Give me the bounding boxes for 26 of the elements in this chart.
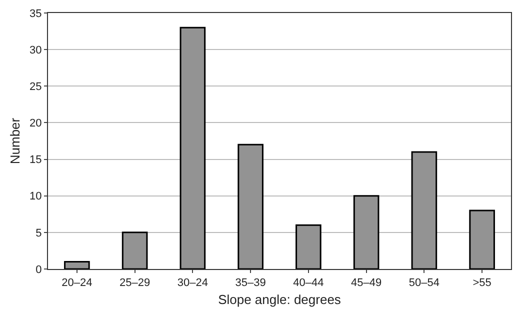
y-tick-label: 30 — [30, 44, 42, 56]
y-tick-label: 5 — [36, 227, 42, 240]
x-tick-label: >55 — [472, 277, 492, 290]
y-tick-label: 20 — [30, 118, 42, 130]
bar — [180, 26, 206, 269]
y-tick-label: 0 — [36, 264, 42, 276]
x-tick-label: 50–54 — [408, 277, 440, 290]
x-axis-title: Slope angle: degrees — [218, 292, 342, 307]
bar — [238, 144, 264, 269]
x-tick-label: 40–44 — [293, 277, 324, 290]
y-tick-label: 10 — [30, 190, 42, 203]
bar — [469, 210, 495, 269]
y-tick-label: 15 — [30, 154, 42, 166]
x-tick-label: 35–39 — [235, 277, 266, 290]
bar — [296, 224, 322, 269]
y-tick-label: 25 — [30, 80, 42, 93]
bar — [122, 232, 148, 269]
bar — [411, 151, 438, 269]
bar — [353, 195, 380, 269]
x-tick-label: 25–29 — [120, 277, 150, 290]
bar — [64, 260, 90, 269]
x-tick-label: 45–49 — [351, 277, 382, 290]
y-tick-label: 35 — [30, 8, 42, 20]
x-tick-label: 20–24 — [62, 277, 92, 290]
x-tick-label: 30–24 — [177, 277, 208, 290]
y-axis-title: Number — [8, 117, 22, 164]
